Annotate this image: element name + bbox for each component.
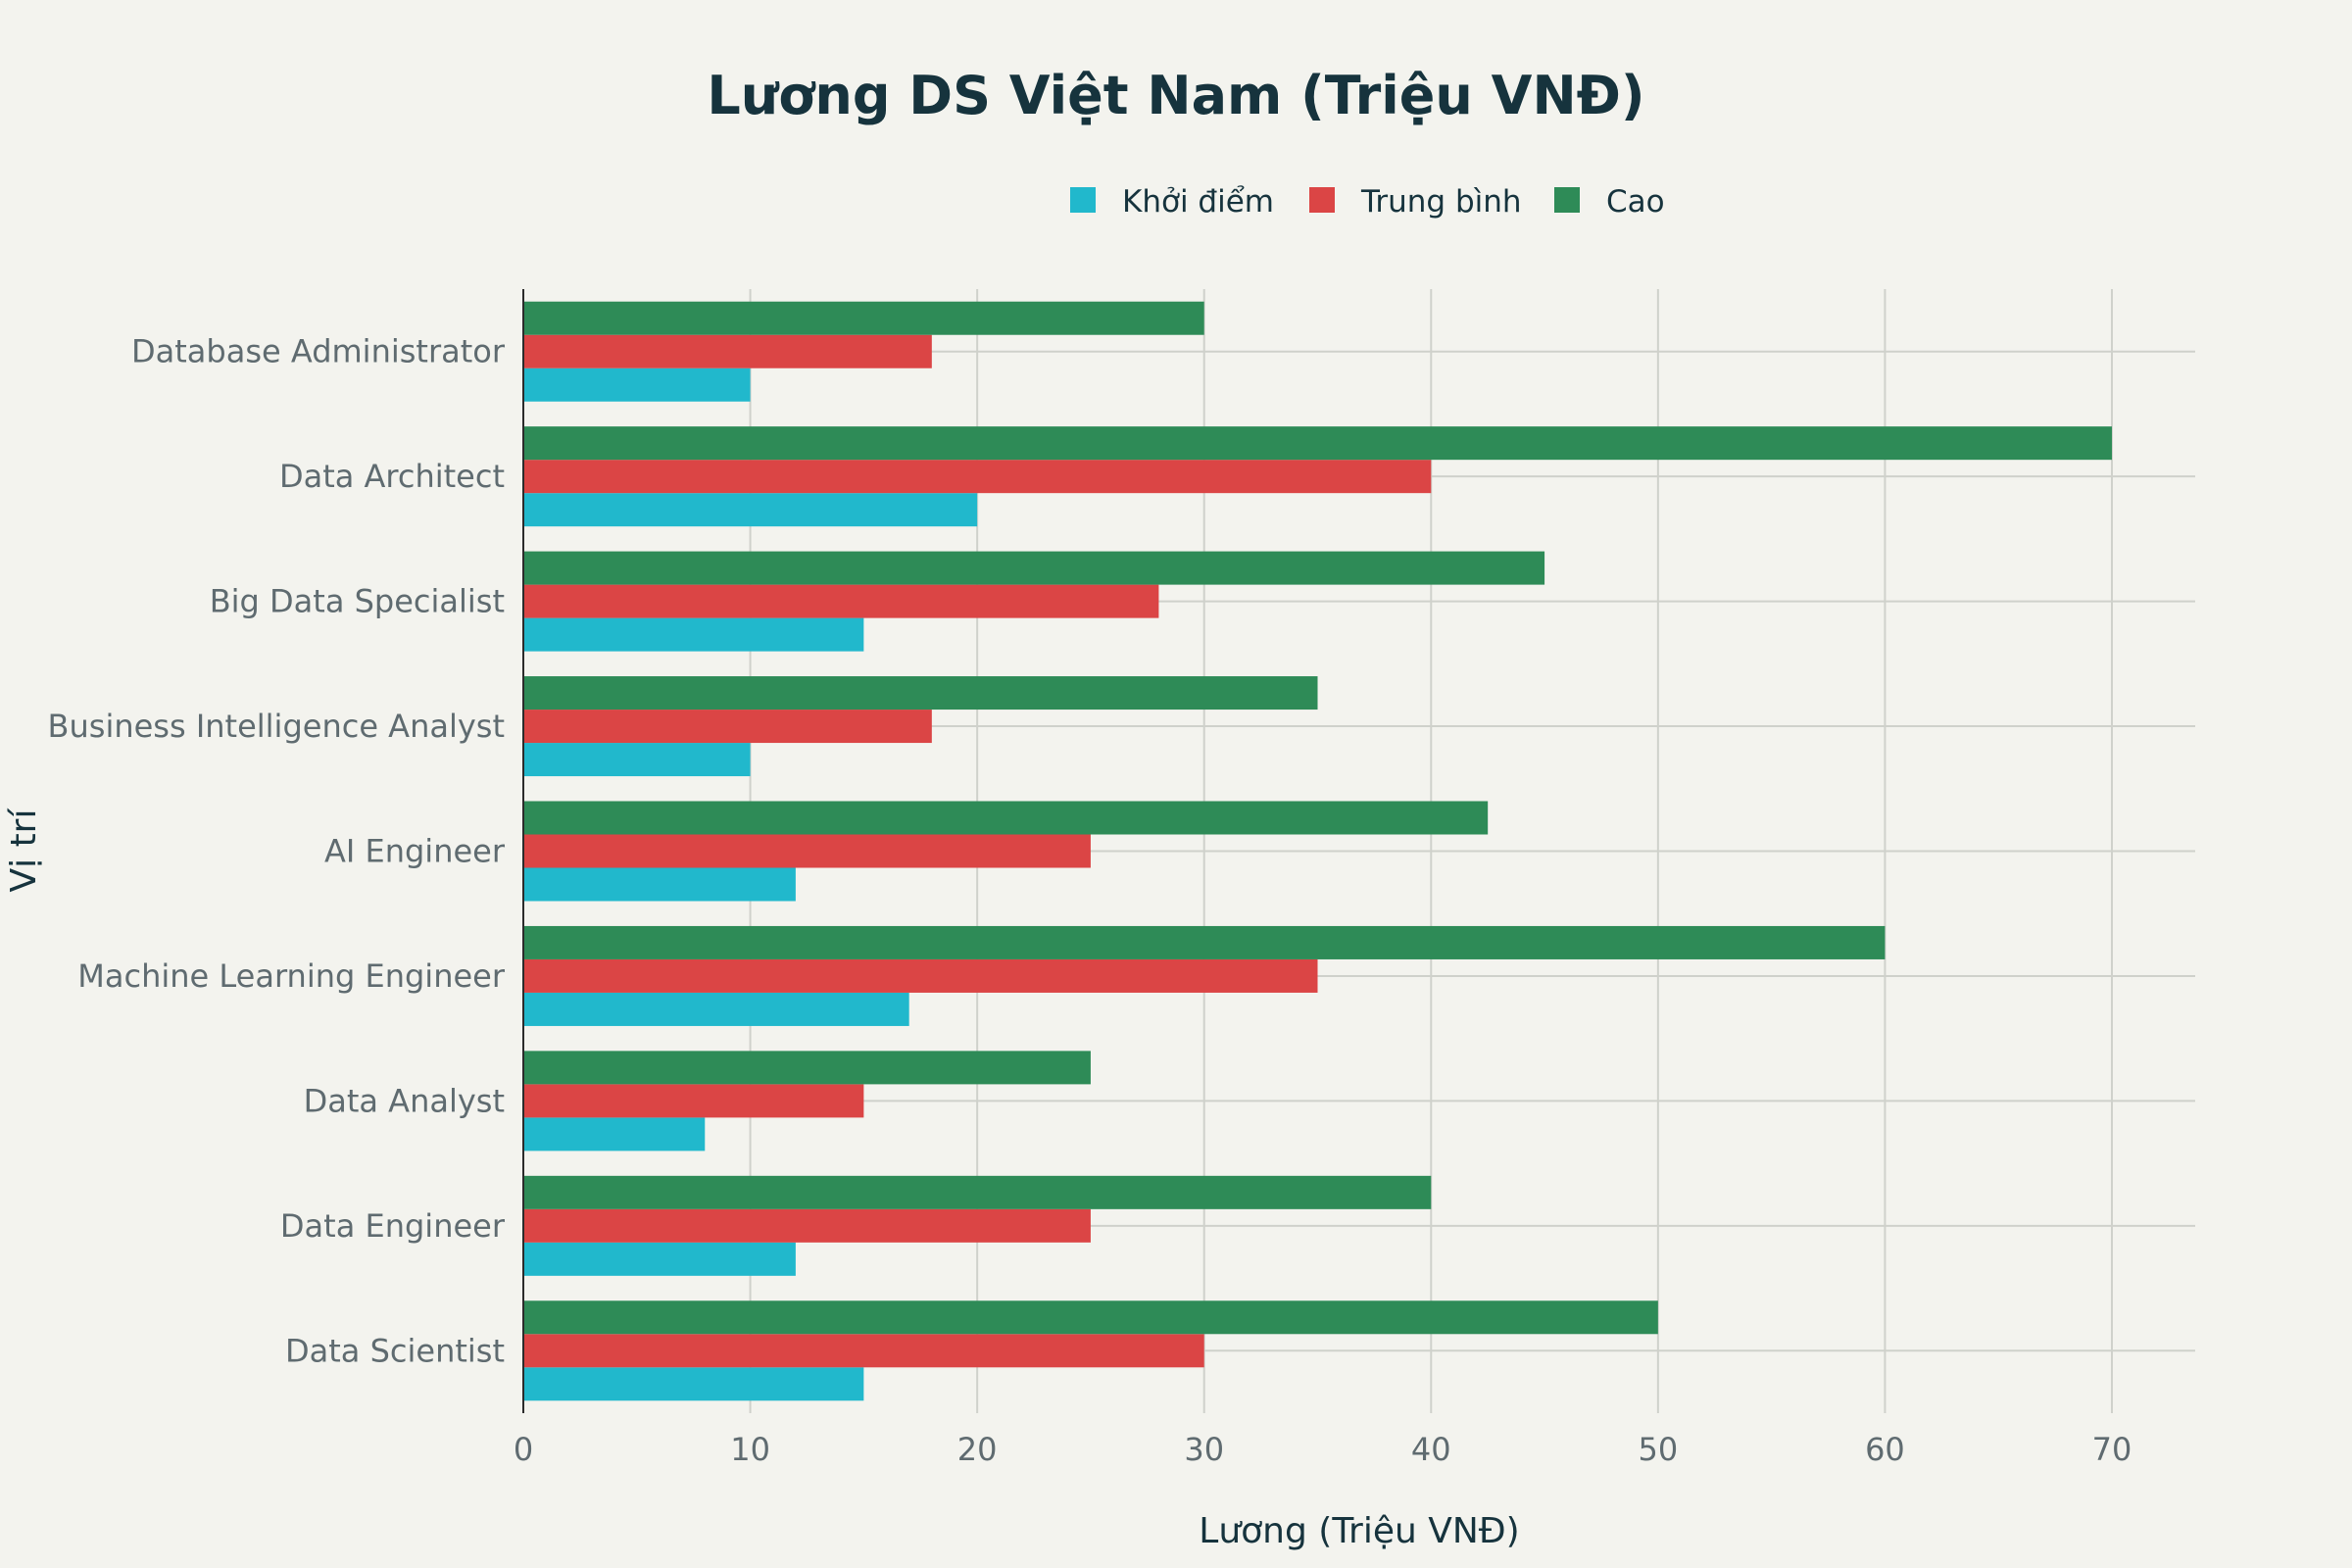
y-tick-label: AI Engineer [324,833,506,870]
y-tick-label: Data Analyst [304,1082,505,1119]
bar [523,617,864,652]
legend-label: Cao [1606,184,1665,220]
bar [523,676,1318,710]
bar [523,460,1432,494]
y-tick-label: Big Data Specialist [210,583,505,620]
bar [523,1175,1432,1209]
bar [523,710,932,744]
bar [523,584,1159,618]
legend-label: Khởi điểm [1122,184,1274,220]
legend: Khởi điểm Trung bình Cao [1070,184,1665,220]
y-tick-label: Machine Learning Engineer [77,957,506,995]
y-tick-label: Business Intelligence Analyst [48,708,505,745]
bar [523,1334,1204,1368]
y-tick-label: Data Scientist [285,1332,505,1369]
x-axis-title: Lương (Triệu VNĐ) [1199,1511,1519,1551]
bar [523,1208,1091,1243]
y-tick-label: Data Engineer [280,1207,506,1245]
legend-label: Trung bình [1360,184,1522,220]
bar [523,925,1886,959]
bar [523,867,796,902]
legend-swatch [1554,187,1580,213]
bar [523,334,932,368]
axes: 0 10 20 30 40 50 60 70 Data Scientist Data Engine… [48,289,2132,1468]
y-tick-label: Data Architect [279,458,505,495]
bar [523,301,1204,335]
x-tick-label: 10 [730,1431,770,1468]
bar [523,1084,864,1118]
bar [523,493,978,527]
bar [523,1300,1658,1335]
bar [523,801,1489,835]
bar [523,551,1545,585]
x-tick-label: 60 [1865,1431,1905,1468]
x-tick-label: 50 [1638,1431,1678,1468]
bars [523,301,2112,1401]
x-tick-label: 20 [957,1431,998,1468]
bar [523,1117,706,1152]
chart-title: Lương DS Việt Nam (Triệu VNĐ) [707,65,1644,126]
x-tick-label: 70 [2092,1431,2132,1468]
y-tick-label: Database Administrator [131,333,506,370]
bar [523,1242,796,1276]
legend-swatch [1070,187,1096,213]
bar [523,743,751,777]
bar [523,958,1318,993]
x-tick-label: 0 [514,1431,533,1468]
x-tick-label: 40 [1411,1431,1451,1468]
bar [523,834,1091,868]
bar [523,426,2112,461]
bar [523,1367,864,1401]
bar [523,1051,1091,1085]
y-axis-title: Vị trí [4,808,44,893]
bar [523,368,751,402]
legend-swatch [1309,187,1335,213]
bar [523,992,909,1026]
x-tick-label: 30 [1184,1431,1224,1468]
